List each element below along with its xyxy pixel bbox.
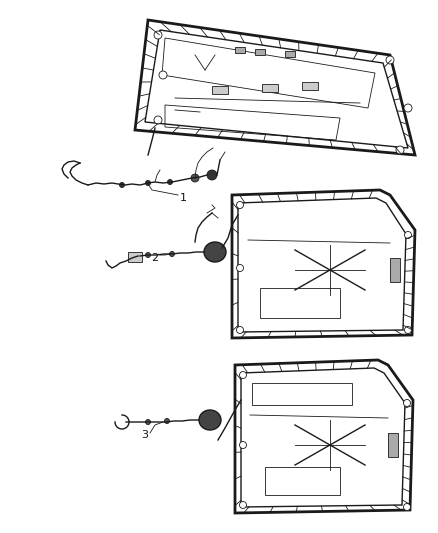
Circle shape (170, 252, 174, 256)
Bar (252, 383, 352, 405)
Bar (128, 252, 142, 262)
Ellipse shape (204, 242, 226, 262)
Circle shape (167, 180, 173, 184)
Bar (302, 82, 318, 90)
Circle shape (237, 327, 244, 334)
Bar (390, 258, 400, 282)
Bar (265, 467, 340, 495)
Bar (235, 47, 245, 53)
Circle shape (165, 418, 170, 424)
Circle shape (159, 71, 167, 79)
Text: 3: 3 (141, 430, 148, 440)
Circle shape (154, 116, 162, 124)
Circle shape (386, 56, 394, 64)
Circle shape (154, 31, 162, 39)
Circle shape (145, 181, 151, 185)
Circle shape (145, 253, 151, 257)
Circle shape (240, 372, 247, 378)
Circle shape (240, 502, 247, 508)
Circle shape (405, 231, 411, 238)
Circle shape (396, 146, 404, 154)
Circle shape (120, 182, 124, 188)
Circle shape (207, 170, 217, 180)
Bar (255, 49, 265, 55)
Circle shape (191, 174, 199, 182)
Text: 2: 2 (152, 253, 159, 263)
Circle shape (403, 400, 410, 407)
Circle shape (403, 504, 410, 511)
Bar (285, 51, 295, 57)
Circle shape (145, 419, 151, 424)
Bar (262, 84, 278, 92)
Circle shape (237, 264, 244, 271)
Circle shape (237, 201, 244, 208)
Bar (388, 433, 398, 457)
Bar (260, 288, 340, 318)
Circle shape (404, 104, 412, 112)
Circle shape (240, 441, 247, 448)
Ellipse shape (199, 410, 221, 430)
Circle shape (405, 327, 411, 334)
Text: 1: 1 (180, 193, 187, 203)
Bar (212, 86, 228, 94)
